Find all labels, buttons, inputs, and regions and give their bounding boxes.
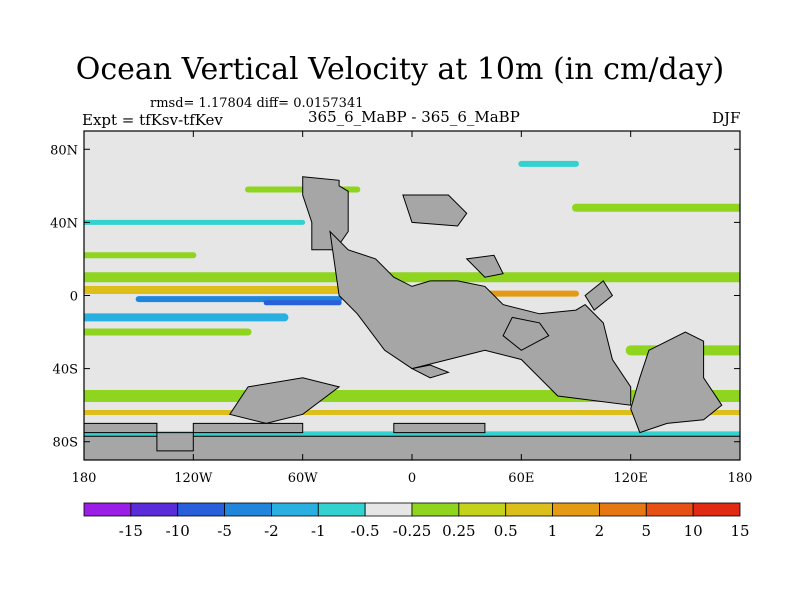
colorbar-swatch-4: [271, 502, 319, 517]
colorbar-label: -5: [217, 522, 232, 540]
colorbar-swatch-3: [224, 502, 272, 517]
land-polygon-10: [465, 254, 504, 278]
colorbar-label: 10: [684, 522, 703, 540]
colorbar-swatch-5: [317, 502, 366, 517]
land-polygon-11: [502, 316, 550, 351]
colorbar-swatch-9: [505, 502, 553, 517]
colorbar-label: 2: [595, 522, 605, 540]
colorbar-swatch-13: [692, 502, 741, 517]
y-tick-label: 80N: [50, 143, 78, 158]
y-axis: 80N 40N 0 40S 80S: [50, 143, 740, 451]
colorbar-label: 0.25: [442, 522, 475, 540]
experiment-label: Expt = tfKsv-tfKev: [82, 111, 223, 129]
land-polygon-1: [84, 422, 158, 434]
x-tick-label: 120E: [614, 471, 648, 486]
cases-label: 365_6_MaBP - 365_6_MaBP: [308, 108, 520, 126]
x-tick-label: 120W: [174, 471, 213, 486]
season-label: DJF: [712, 109, 741, 127]
land-polygon-5: [228, 377, 341, 424]
land-polygon-8: [630, 331, 723, 434]
colorbar-swatch-12: [645, 502, 694, 517]
land-polygon-3: [393, 422, 486, 434]
colorbar-swatch-6: [364, 502, 413, 517]
colorbar-swatch-0: [83, 502, 132, 517]
colorbar-swatch-10: [552, 502, 600, 517]
map-area: [84, 131, 740, 460]
colorbar-swatch-2: [177, 502, 225, 517]
x-tick-label: 60E: [508, 471, 534, 486]
colorbar-swatch-11: [599, 502, 647, 517]
colorbar-label: 0.5: [494, 522, 518, 540]
colorbar-label: -0.5: [351, 522, 380, 540]
x-axis: 180 120W 60W 0 60E 120E 180: [72, 131, 753, 486]
land-polygon-4: [84, 435, 740, 460]
stats-line: rmsd= 1.17804 diff= 0.0157341: [150, 96, 364, 111]
colorbar-label: 1: [548, 522, 558, 540]
colorbar-label: -1: [311, 522, 326, 540]
colorbar-label: -10: [166, 522, 190, 540]
land-polygon-13: [410, 364, 450, 379]
colorbar-label: -0.25: [393, 522, 431, 540]
colorbar-swatch-7: [411, 502, 460, 517]
x-tick-label: 180: [72, 471, 97, 486]
land-polygon-12: [584, 280, 614, 311]
colorbar-label: 15: [730, 522, 749, 540]
y-tick-label: 0: [70, 290, 78, 305]
land-polygon-7: [156, 432, 194, 452]
colorbar: -15 -10 -5 -2 -1 -0.5 -0.25 0.25 0.5 1 2 5 10 15: [83, 502, 750, 540]
colorbar-label: -15: [119, 522, 143, 540]
plot-title: Ocean Vertical Velocity at 10m (in cm/da…: [75, 52, 725, 87]
colorbar-swatch-8: [458, 502, 507, 517]
x-tick-label: 0: [408, 471, 416, 486]
colorbar-label: -2: [264, 522, 279, 540]
y-tick-label: 40S: [53, 363, 78, 378]
land-polygon-0: [302, 176, 349, 251]
colorbar-swatch-1: [130, 502, 179, 517]
land-masks: [84, 176, 740, 460]
y-tick-label: 40N: [50, 216, 78, 231]
colorbar-label: 5: [642, 522, 652, 540]
land-polygon-9: [402, 194, 468, 227]
x-tick-label: 180: [728, 471, 753, 486]
x-tick-label: 60W: [288, 471, 319, 486]
land-polygon-2: [192, 422, 304, 434]
y-tick-label: 80S: [53, 436, 78, 451]
